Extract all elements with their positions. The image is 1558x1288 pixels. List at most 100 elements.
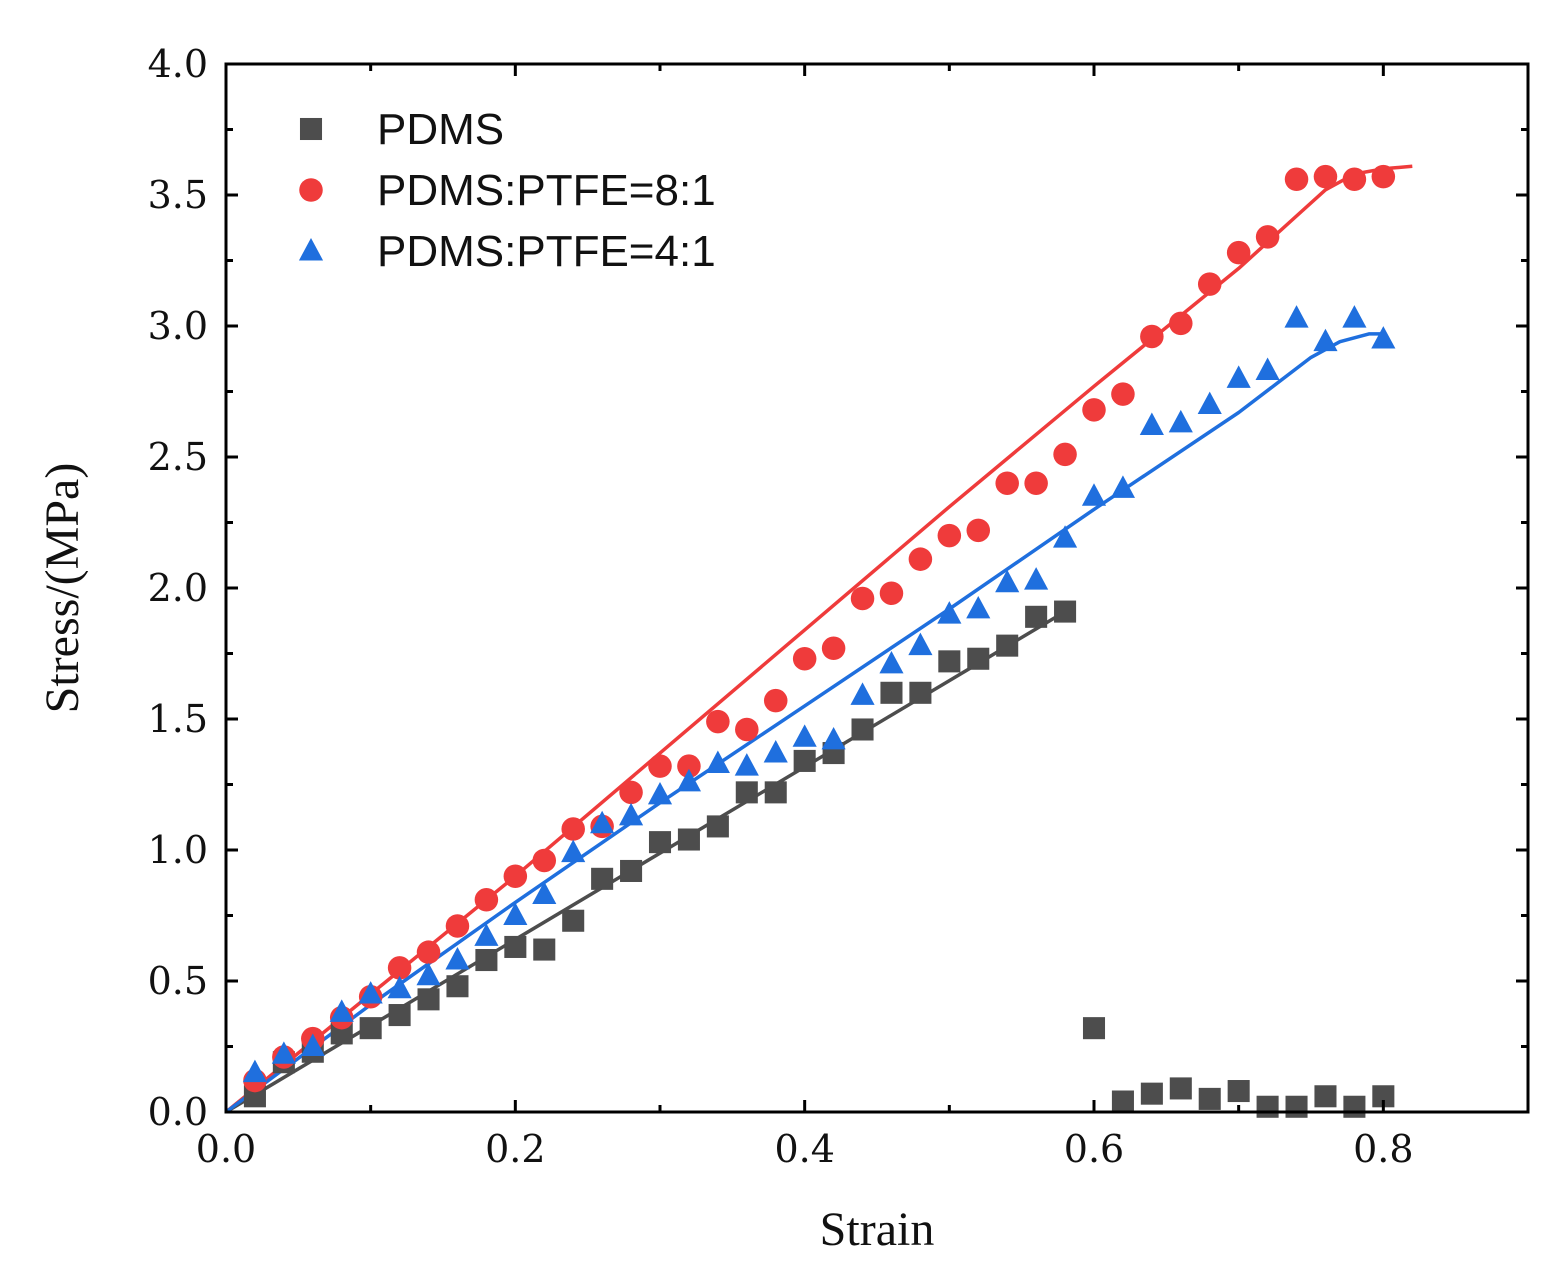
- data-point-square: [967, 647, 990, 670]
- data-point-triangle: [1139, 412, 1164, 436]
- data-point-square: [1314, 1085, 1337, 1108]
- data-point-triangle: [821, 726, 846, 750]
- data-point-triangle: [966, 595, 991, 619]
- data-point-square: [1054, 600, 1077, 623]
- data-point-circle: [735, 717, 759, 742]
- data-point-circle: [1342, 167, 1367, 192]
- x-tick-label: 0.2: [485, 1127, 545, 1171]
- x-tick-label: 0.4: [774, 1127, 834, 1171]
- data-point-circle: [532, 848, 557, 873]
- data-point-square: [1256, 1095, 1279, 1118]
- data-point-triangle: [1052, 525, 1078, 548]
- y-tick-label: 3.5: [148, 173, 208, 217]
- data-point-triangle: [763, 740, 788, 763]
- data-point-circle: [677, 754, 701, 778]
- plot-frame: [224, 62, 1530, 1114]
- legend-marker-circle: [299, 178, 323, 202]
- data-point-square: [938, 650, 961, 673]
- data-point-circle: [1226, 240, 1251, 265]
- legend-label: PDMS:PTFE=8:1: [377, 166, 716, 215]
- data-point-square: [562, 909, 585, 932]
- data-point-square: [1025, 605, 1048, 628]
- data-point-circle: [908, 547, 933, 571]
- data-point-triangle: [503, 902, 528, 925]
- data-point-triangle: [1110, 475, 1136, 498]
- data-point-circle: [1024, 471, 1048, 495]
- data-point-square: [706, 815, 729, 838]
- legend: PDMS PDMS:PTFE=8:1 PDMS:PTFE=4:1: [298, 105, 716, 276]
- data-point-circle: [1053, 442, 1077, 467]
- data-point-circle: [1284, 167, 1309, 192]
- data-point-circle: [416, 940, 441, 964]
- data-point-triangle: [618, 802, 644, 826]
- data-point-square: [620, 859, 643, 882]
- data-point-triangle: [676, 768, 702, 792]
- data-point-circle: [1255, 225, 1280, 249]
- data-point-square: [735, 781, 758, 804]
- data-point-square: [1343, 1095, 1366, 1118]
- data-point-square: [793, 749, 816, 772]
- data-point-square: [1169, 1077, 1192, 1100]
- data-point-triangle: [705, 750, 730, 773]
- data-point-square: [1285, 1095, 1308, 1118]
- data-point-triangle: [445, 947, 470, 970]
- data-point-square: [909, 681, 932, 704]
- data-point-triangle: [792, 724, 817, 747]
- data-point-triangle: [590, 810, 615, 834]
- data-point-circle: [1111, 382, 1135, 406]
- data-point-square: [1082, 1017, 1106, 1040]
- data-point-square: [359, 1017, 382, 1040]
- data-point-circle: [561, 817, 585, 841]
- data-point-square: [677, 828, 700, 851]
- data-point-square: [388, 1004, 411, 1027]
- data-point-triangle: [1024, 567, 1049, 590]
- data-point-circle: [821, 636, 846, 661]
- data-point-square: [764, 781, 787, 804]
- y-tick-label: 0.5: [148, 959, 208, 1003]
- data-point-square: [1140, 1082, 1163, 1105]
- data-point-triangle: [474, 923, 499, 946]
- data-point-triangle: [879, 650, 904, 674]
- data-point-circle: [763, 688, 788, 713]
- data-point-circle: [937, 523, 962, 548]
- data-point-circle: [850, 586, 875, 611]
- data-point-triangle: [937, 601, 962, 624]
- data-point-square: [996, 634, 1019, 657]
- data-points: [242, 164, 1396, 1118]
- legend-label: PDMS: [377, 105, 504, 154]
- data-point-triangle: [647, 781, 673, 805]
- legend-marker-square: [299, 117, 323, 141]
- data-point-triangle: [1313, 328, 1338, 352]
- data-point-circle: [445, 914, 470, 938]
- data-point-triangle: [1284, 305, 1309, 328]
- data-point-triangle: [1371, 326, 1396, 349]
- data-point-circle: [648, 754, 672, 778]
- data-point-triangle: [995, 569, 1020, 593]
- data-point-square: [880, 681, 903, 704]
- x-tick-label: 0.8: [1353, 1127, 1413, 1171]
- data-point-triangle: [1226, 365, 1251, 388]
- data-point-triangle: [1342, 305, 1367, 328]
- data-point-triangle: [1255, 357, 1280, 380]
- data-point-square: [591, 867, 614, 890]
- data-point-circle: [619, 780, 643, 805]
- y-tick-label: 1.0: [148, 828, 208, 872]
- x-axis-title: Strain: [820, 1203, 935, 1256]
- data-point-square: [648, 831, 672, 854]
- data-point-triangle: [242, 1059, 268, 1083]
- data-point-circle: [995, 471, 1019, 495]
- data-point-circle: [879, 581, 904, 605]
- y-tick-label: 1.5: [148, 697, 208, 741]
- data-point-triangle: [416, 962, 441, 986]
- data-point-triangle: [561, 839, 586, 863]
- data-point-circle: [1371, 164, 1396, 189]
- data-point-circle: [792, 646, 817, 671]
- data-point-triangle: [300, 1033, 325, 1056]
- data-point-square: [475, 949, 498, 972]
- data-point-circle: [966, 518, 991, 543]
- data-point-triangle: [358, 981, 383, 1004]
- y-axis-title: Stress/(MPa): [36, 463, 89, 714]
- fit-line-triangle: [224, 332, 1384, 1114]
- data-point-triangle: [271, 1041, 296, 1064]
